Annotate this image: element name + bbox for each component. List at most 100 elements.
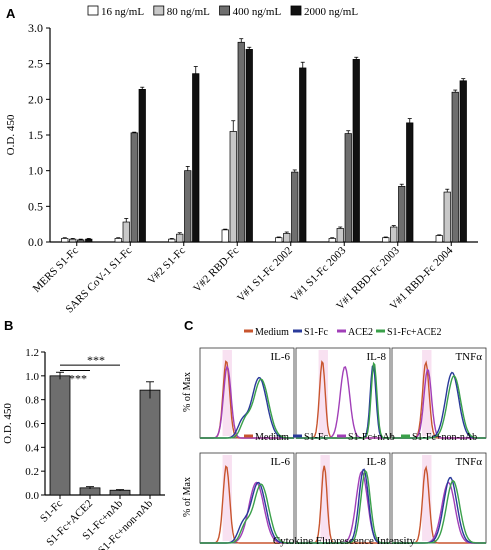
histogram-curve [296,361,390,439]
bar [451,91,459,243]
bar [328,238,336,243]
x-tick-label: V#1 S1-Fc 2002 [235,245,295,305]
y-tick-label: 0.6 [25,419,39,431]
panel-letter-a: A [6,6,16,21]
bar [85,238,93,243]
gate-band [422,350,432,436]
bar [229,131,237,243]
histogram-title: IL-8 [366,351,386,363]
histogram-curve [200,378,294,439]
y-tick-label: 0.5 [28,199,43,213]
bar [352,59,360,243]
legend-label: ACE2 [348,327,373,338]
bar [176,233,184,243]
bar [336,228,344,243]
bar [192,73,200,243]
y-tick-label: 2.5 [28,57,43,71]
bar [291,171,299,243]
chart-c: Medium S1-Fc ACE2 S1-Fc+ACE2 IL-6 IL-8 TNFα % o… [182,327,487,547]
legend-label: Medium [255,432,289,443]
histogram-frame [391,347,487,439]
y-tick-label: 0.4 [25,442,39,454]
histogram-title: TNFα [455,456,482,468]
legend-swatch [219,5,231,16]
legend-label: S1-Fc+ACE2 [387,327,442,338]
histogram-title: IL-8 [366,456,386,468]
gate-band [222,350,232,436]
bar [109,489,131,496]
histogram-curve [392,375,486,439]
y-tick-label: 1.0 [25,371,39,383]
histogram-title: IL-6 [270,456,290,468]
legend-label: 16 ng/mL [101,6,144,18]
panel-letter-b: B [4,318,13,333]
bar [299,67,307,243]
gate-band [422,455,432,541]
histogram-title: TNFα [455,351,482,363]
x-tick-label: S1-Fc [38,498,65,525]
legend-label: S1-Fc [304,327,328,338]
bar [275,237,283,243]
bar [435,235,443,243]
bar [168,238,176,243]
y-tick-label: 2.0 [28,92,43,106]
bar [406,122,414,243]
x-axis-label: Cytokine Fluorescence Intensity [273,535,416,547]
chart-b: 0.00.20.40.60.81.01.2O.D. 450S1-FcS1-Fc+… [2,347,165,550]
legend-swatch [153,5,165,16]
histogram-frame [295,347,391,439]
histogram-frame [199,452,295,544]
y-axis-label: % of Max [182,477,193,517]
histogram-frame [199,347,295,439]
y-tick-label: 0.0 [25,490,39,502]
bar [184,170,192,243]
bar [459,80,467,243]
bar [114,238,122,243]
legend-label: 400 ng/mL [233,6,282,18]
significance-label: *** [87,353,105,367]
x-tick-label: V#2 RBD-Fc [191,245,241,295]
bar [130,132,138,243]
legend-label: 80 ng/mL [167,6,210,18]
bar [221,229,229,243]
gate-band [222,455,232,541]
legend-label: S1-Fc+nAb [348,432,395,443]
x-tick-label: V#2 S1-Fc [145,245,187,287]
significance-label: *** [69,371,87,385]
bar [443,191,451,243]
bar [245,49,253,243]
bar [138,88,146,243]
y-tick-label: 1.2 [25,347,39,359]
bar [344,133,352,243]
y-axis-label: O.D. 450 [5,114,17,155]
gate-band [318,350,328,436]
y-tick-label: 3.0 [28,21,43,35]
legend-label: 2000 ng/mL [304,6,358,18]
bar [49,375,71,496]
bar [77,239,85,243]
x-tick-label: V#1 S1-Fc 2003 [288,244,348,304]
y-axis-label: % of Max [182,372,193,412]
y-tick-label: 1.5 [28,128,43,142]
histogram-title: IL-6 [270,351,290,363]
bar [122,221,130,243]
x-tick-label: MERS S1-Fc [31,245,81,295]
histogram-curve [392,479,486,544]
legend-swatch [87,5,99,16]
bar [398,186,406,243]
legend-label: Medium [255,327,289,338]
bar [283,233,291,243]
legend-label: S1-Fc+non-nAb [412,432,477,443]
bar [139,389,161,496]
y-axis-label: O.D. 450 [2,403,14,444]
histogram-curve [200,483,294,544]
y-tick-label: 0.0 [28,235,43,249]
legend-swatch [290,5,302,16]
bar [237,41,245,243]
legend-label: S1-Fc [304,432,328,443]
bar [382,237,390,243]
bar [390,226,398,243]
y-tick-label: 1.0 [28,164,43,178]
